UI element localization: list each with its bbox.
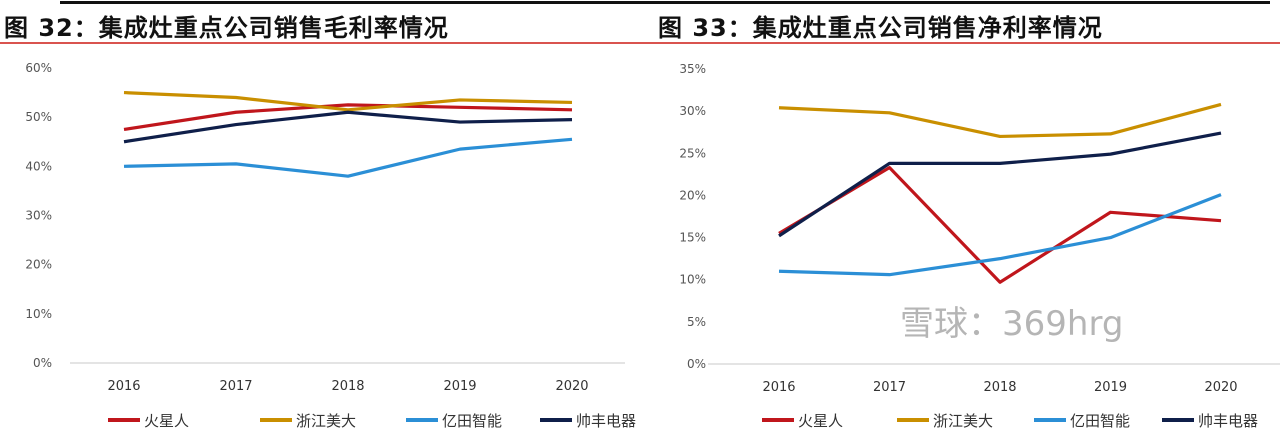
chart-title-right: 图 33：集成灶重点公司销售净利率情况 <box>658 14 1103 42</box>
x-tick-label: 2020 <box>1204 380 1237 395</box>
series-line <box>123 137 573 178</box>
y-tick-label: 30% <box>25 209 52 223</box>
x-tick-label: 2017 <box>873 380 906 395</box>
y-tick-label: 60% <box>25 61 52 75</box>
x-tick-label: 2016 <box>107 379 140 394</box>
top-rule <box>60 1 1270 4</box>
legend-label: 浙江美大 <box>933 412 993 430</box>
series-line <box>778 166 1222 284</box>
y-tick-label: 10% <box>679 273 706 287</box>
x-tick-label: 2017 <box>219 379 252 394</box>
legend-label: 帅丰电器 <box>576 412 636 430</box>
legend-label: 亿田智能 <box>1070 412 1130 430</box>
y-tick-label: 25% <box>679 146 706 160</box>
legend-label: 火星人 <box>798 412 843 430</box>
x-tick-label: 2016 <box>762 380 795 395</box>
y-tick-label: 40% <box>25 159 52 173</box>
y-tick-label: 0% <box>687 357 706 371</box>
y-tick-label: 20% <box>25 258 52 272</box>
y-tick-label: 5% <box>687 315 706 329</box>
legend-label: 火星人 <box>144 412 189 430</box>
series-line <box>778 102 1222 139</box>
y-tick-label: 20% <box>679 188 706 202</box>
series-line <box>778 193 1222 277</box>
y-tick-label: 0% <box>33 356 52 370</box>
legend-label: 亿田智能 <box>442 412 502 430</box>
x-tick-label: 2018 <box>331 379 364 394</box>
title-underline <box>0 42 1280 44</box>
x-tick-label: 2020 <box>555 379 588 394</box>
y-tick-label: 30% <box>679 104 706 118</box>
legend-label: 浙江美大 <box>296 412 356 430</box>
y-tick-label: 10% <box>25 307 52 321</box>
y-tick-label: 35% <box>679 62 706 76</box>
y-tick-label: 15% <box>679 231 706 245</box>
x-tick-label: 2019 <box>1094 380 1127 395</box>
series-line <box>123 110 573 144</box>
legend-label: 帅丰电器 <box>1198 412 1258 430</box>
watermark-text: 雪球：369hrg <box>900 304 1123 344</box>
y-tick-label: 50% <box>25 110 52 124</box>
x-tick-label: 2019 <box>443 379 476 394</box>
x-tick-label: 2018 <box>983 380 1016 395</box>
chart-title-left: 图 32：集成灶重点公司销售毛利率情况 <box>4 14 449 42</box>
